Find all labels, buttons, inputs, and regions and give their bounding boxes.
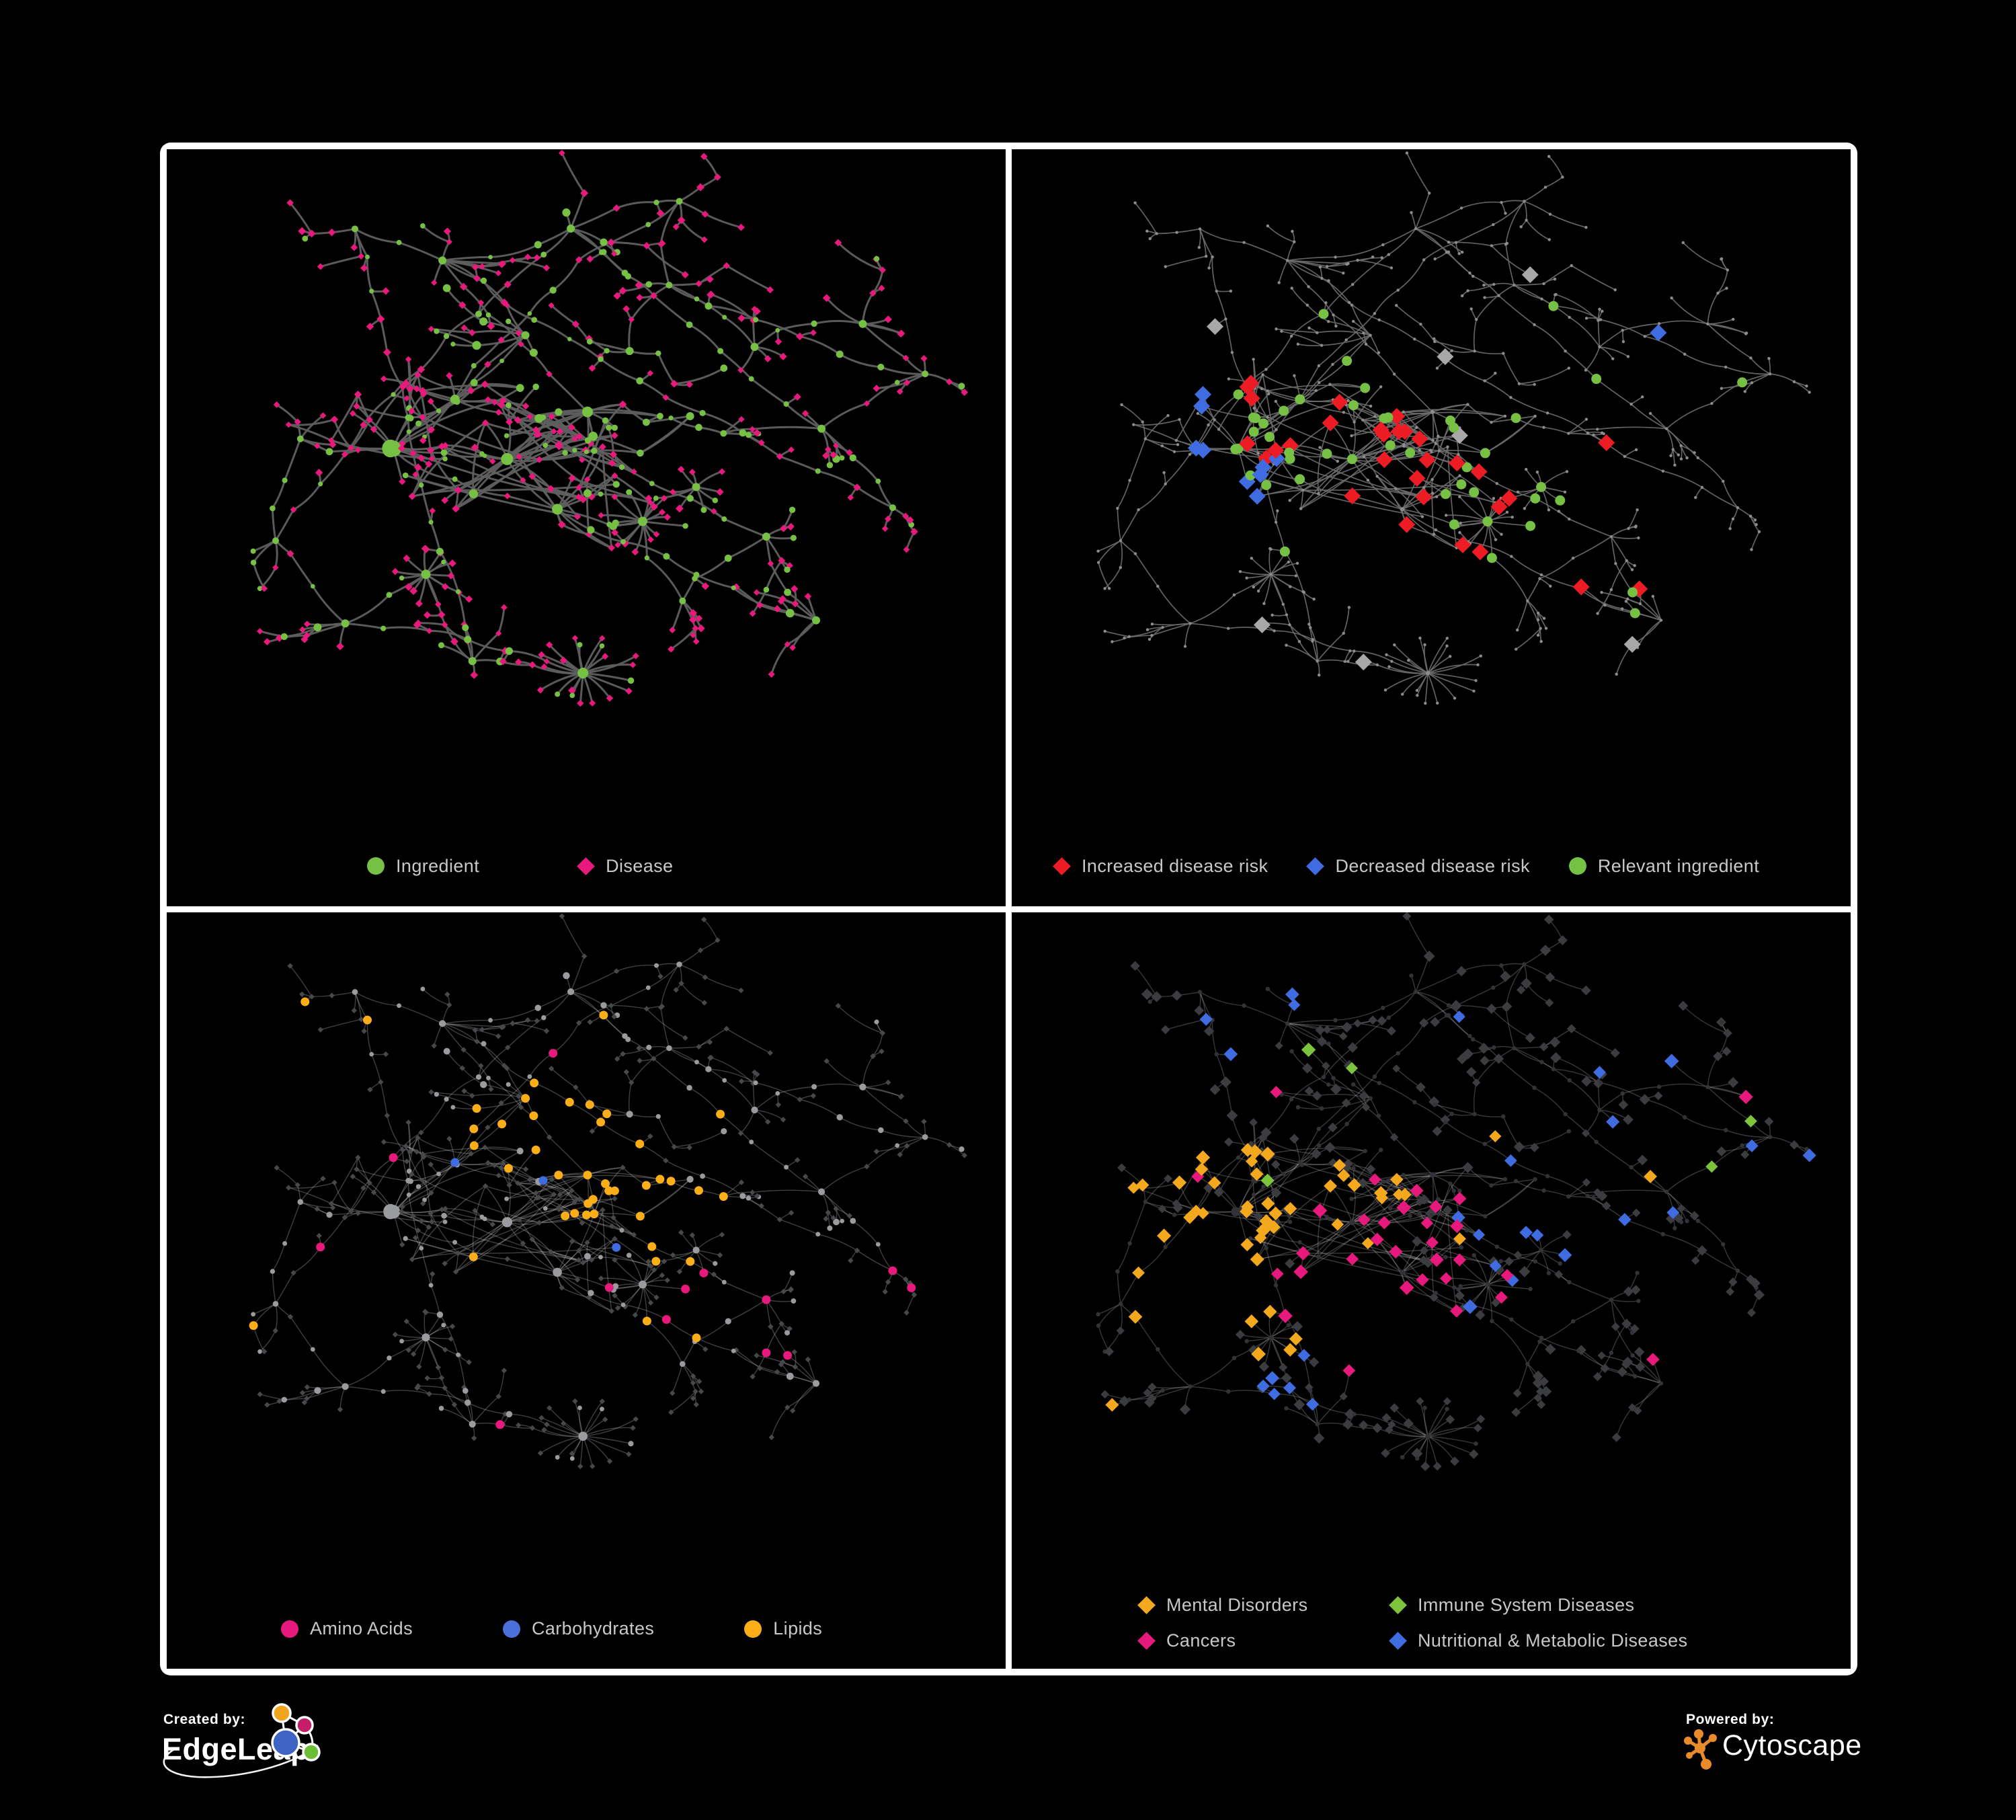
legend-label: Immune System Diseases [1418,1595,1635,1615]
panel-disease-categories: Mental Disorders Immune System Diseases Ca… [1012,912,1851,1669]
legend-item: Carbohydrates [502,1618,655,1639]
legend-disease-categories: Mental Disorders Immune System Diseases Ca… [1137,1595,1687,1651]
legend-marker-diamond-icon [1053,857,1071,875]
created-by-label: Created by: [163,1712,246,1727]
cytoscape-icon [1684,1729,1717,1770]
legend-ingredient-disease: Ingredient Disease [367,856,673,877]
legend-item: Nutritional & Metabolic Diseases [1389,1630,1687,1651]
edgeleap-swoosh [163,1744,319,1778]
legend-marker-diamond-icon [1137,1632,1156,1650]
legend-marker-diamond-icon [1137,1596,1156,1614]
legend-item: Increased disease risk [1053,856,1268,877]
legend-label: Mental Disorders [1166,1595,1308,1615]
legend-marker-diamond-icon [1389,1632,1407,1650]
legend-label: Carbohydrates [531,1618,655,1638]
legend-label: Ingredient [396,855,480,876]
powered-by-label: Powered by: [1686,1712,1775,1727]
legend-item: Disease [577,856,673,877]
legend-marker-circle-icon [1568,857,1586,875]
legend-marker-circle-icon [744,1620,762,1638]
legend-label: Decreased disease risk [1335,855,1530,876]
network-disease-risk [1096,151,1811,705]
panel-disease-risk: Increased disease risk Decreased disease … [1012,149,1851,906]
network-ingredient-classes [249,912,967,1469]
legend-marker-circle-icon [502,1620,520,1638]
panel-ingredient-disease: Ingredient Disease [167,149,1006,906]
legend-item: Lipids [744,1618,822,1639]
legend-item: Relevant ingredient [1568,855,1760,877]
network-disease-categories [1096,912,1816,1471]
legend-label: Relevant ingredient [1597,855,1760,876]
cytoscape-logo-text: Cytoscape [1722,1729,1862,1762]
legend-item: Immune System Diseases [1389,1595,1687,1616]
panels-board: Ingredient Disease Increased disease risk… [160,143,1857,1675]
legend-label: Amino Acids [310,1618,413,1638]
legend-marker-diamond-icon [1306,857,1325,875]
legend-disease-risk: Increased disease risk Decreased disease … [1053,856,1759,877]
legend-marker-circle-icon [367,857,385,875]
legend-label: Cancers [1166,1630,1236,1651]
network-ingredient-disease [250,149,969,707]
legend-marker-diamond-icon [577,857,596,875]
legend-ingredient-classes: Amino Acids Carbohydrates Lipids [281,1618,822,1639]
legend-item: Mental Disorders [1137,1595,1389,1616]
edgeleap-network-icon [271,1703,321,1762]
legend-item: Ingredient [367,856,479,877]
legend-label: Lipids [773,1618,823,1638]
legend-marker-circle-icon [281,1620,298,1638]
legend-item: Cancers [1137,1630,1389,1651]
legend-item: Decreased disease risk [1306,855,1530,877]
legend-label: Disease [606,855,674,876]
cytoscape-credit: Powered by: Cytoscape [1678,1706,1880,1787]
legend-label: Nutritional & Metabolic Diseases [1418,1630,1688,1651]
edgeleap-credit: Created by: EdgeLeap [157,1703,358,1807]
legend-item: Amino Acids [281,1618,413,1639]
legend-marker-diamond-icon [1389,1596,1407,1614]
panel-ingredient-classes: Amino Acids Carbohydrates Lipids [167,912,1006,1669]
legend-label: Increased disease risk [1082,855,1268,876]
